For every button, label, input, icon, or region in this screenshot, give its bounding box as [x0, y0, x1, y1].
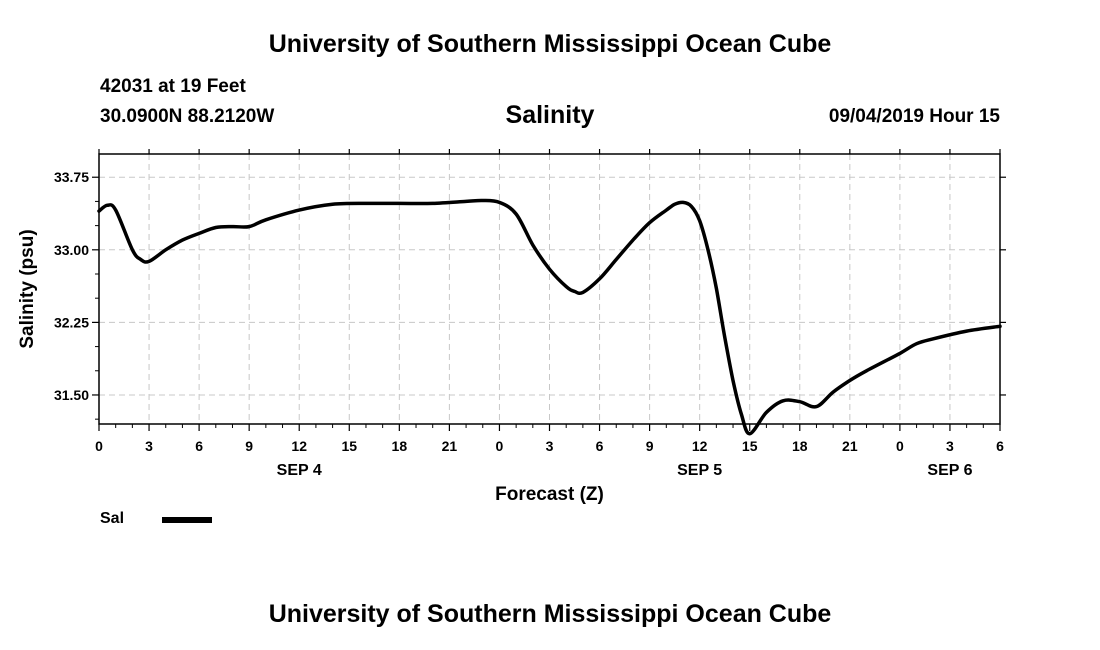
x-tick-label: 12 [692, 438, 708, 454]
date-label: SEP 4 [277, 462, 322, 479]
x-tick-label: 21 [842, 438, 858, 454]
x-tick-label: 6 [996, 438, 1004, 454]
chart-main-title: University of Southern Mississippi Ocean… [268, 30, 832, 58]
x-tick-label: 9 [245, 438, 253, 454]
variable-title: Salinity [505, 101, 595, 129]
x-axis-title: Forecast (Z) [495, 484, 604, 505]
y-axis-title: Salinity (psu) [17, 229, 38, 348]
series-line-sal [97, 198, 1002, 436]
y-tick-label: 31.50 [54, 387, 89, 403]
x-tick-label: 3 [946, 438, 954, 454]
x-tick-label: 6 [195, 438, 203, 454]
x-tick-label: 0 [896, 438, 904, 454]
grid-layer [99, 154, 1000, 424]
x-tick-label: 15 [742, 438, 758, 454]
legend-label: Sal [100, 510, 125, 527]
date-label: SEP 6 [927, 462, 972, 479]
x-tick-label: 18 [792, 438, 808, 454]
y-tick-label: 32.25 [54, 314, 89, 330]
date-label: SEP 5 [677, 462, 722, 479]
datetime-label: 09/04/2019 Hour 15 [828, 106, 1000, 127]
x-tick-label: 9 [646, 438, 654, 454]
x-tick-label: 0 [95, 438, 103, 454]
chart-footer-title: University of Southern Mississippi Ocean… [268, 600, 832, 628]
series-layer [97, 198, 1002, 436]
x-tick-label: 6 [596, 438, 604, 454]
y-tick-label: 33.00 [54, 242, 89, 258]
x-tick-label: 0 [496, 438, 504, 454]
x-tick-label: 15 [341, 438, 357, 454]
legend-swatch [162, 517, 212, 523]
plot-frame [98, 153, 1001, 425]
x-tick-label: 3 [546, 438, 554, 454]
x-tick-label: 3 [145, 438, 153, 454]
x-tick-label: 18 [392, 438, 408, 454]
x-tick-label: 21 [442, 438, 458, 454]
station-label: 42031 at 19 Feet [100, 76, 246, 97]
x-tick-label: 12 [291, 438, 307, 454]
coordinates-label: 30.0900N 88.2120W [100, 106, 275, 127]
y-tick-label: 33.75 [54, 169, 89, 185]
tick-layer: 0 3 6 9 12 15 18 21 0 3 6 9 12 15 18 21 0 3 6 SEP 4 SEP 5 SEP… [54, 149, 1006, 479]
